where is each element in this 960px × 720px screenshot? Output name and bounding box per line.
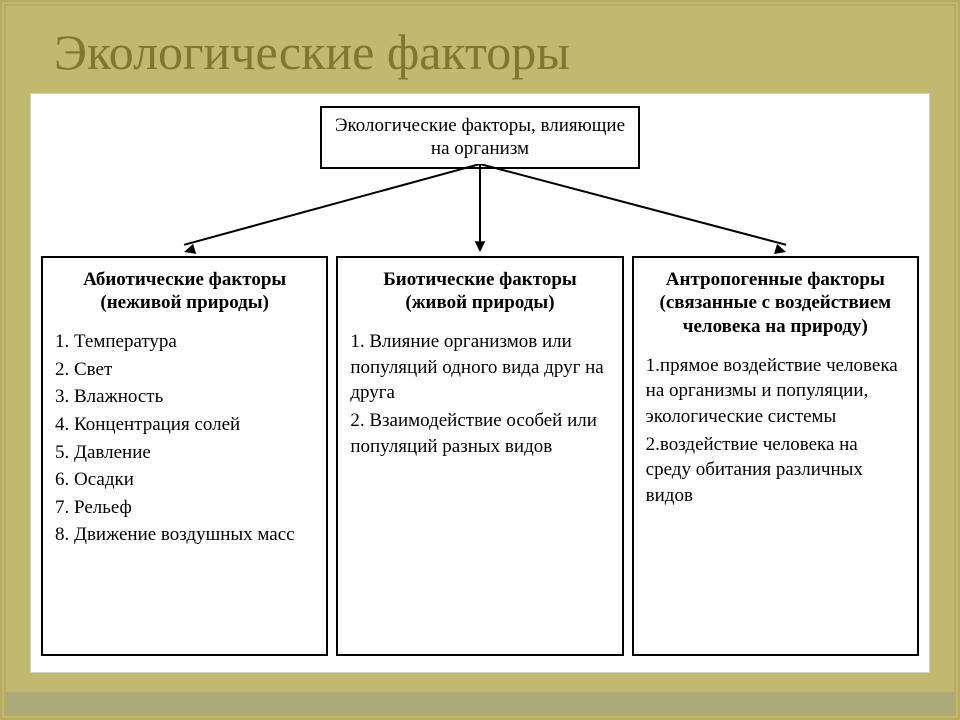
list-item: 7. Рельеф (55, 495, 314, 521)
column-body: 1. Температура2. Свет3. Влажность4. Конц… (55, 329, 314, 548)
column-abiotic: Абиотические факторы (неживой природы) 1… (41, 256, 328, 656)
list-item: 1. Влияние организмов или популяций одно… (350, 329, 609, 406)
column-heading: Биотические факторы (живой природы) (350, 268, 609, 316)
list-item: 3. Влажность (55, 384, 314, 410)
columns-row: Абиотические факторы (неживой природы) 1… (41, 256, 919, 656)
column-biotic: Биотические факторы (живой природы) 1. В… (336, 256, 623, 656)
list-item: 6. Осадки (55, 467, 314, 493)
column-anthropogenic: Антропогенные факторы (связанные с возде… (632, 256, 919, 656)
slide: Экологические факторы Экологические факт… (0, 0, 960, 720)
list-item: 2. Взаимодействие особей или популяций р… (350, 408, 609, 459)
list-item: 8. Движение воздушных масс (55, 522, 314, 548)
root-line1: Экологические факторы, влияющие (332, 114, 628, 138)
list-item: 1. Температура (55, 329, 314, 355)
list-item: 2. Свет (55, 357, 314, 383)
root-line2: на организм (332, 137, 628, 161)
column-heading: Абиотические факторы (неживой природы) (55, 268, 314, 316)
arrow-layer (31, 164, 929, 264)
column-body: 1. Влияние организмов или популяций одно… (350, 329, 609, 459)
list-item: 5. Давление (55, 440, 314, 466)
list-item: 2.воздействие человека на среду обитания… (646, 432, 905, 509)
column-body: 1.прямое воздействие человека на организ… (646, 353, 905, 509)
list-item: 4. Концентрация солей (55, 412, 314, 438)
column-heading: Антропогенные факторы (связанные с возде… (646, 268, 905, 339)
list-item: 1.прямое воздействие человека на организ… (646, 353, 905, 430)
slide-title: Экологические факторы (54, 26, 930, 79)
root-node: Экологические факторы, влияющие на орган… (320, 106, 640, 170)
diagram-board: Экологические факторы, влияющие на орган… (30, 93, 930, 673)
